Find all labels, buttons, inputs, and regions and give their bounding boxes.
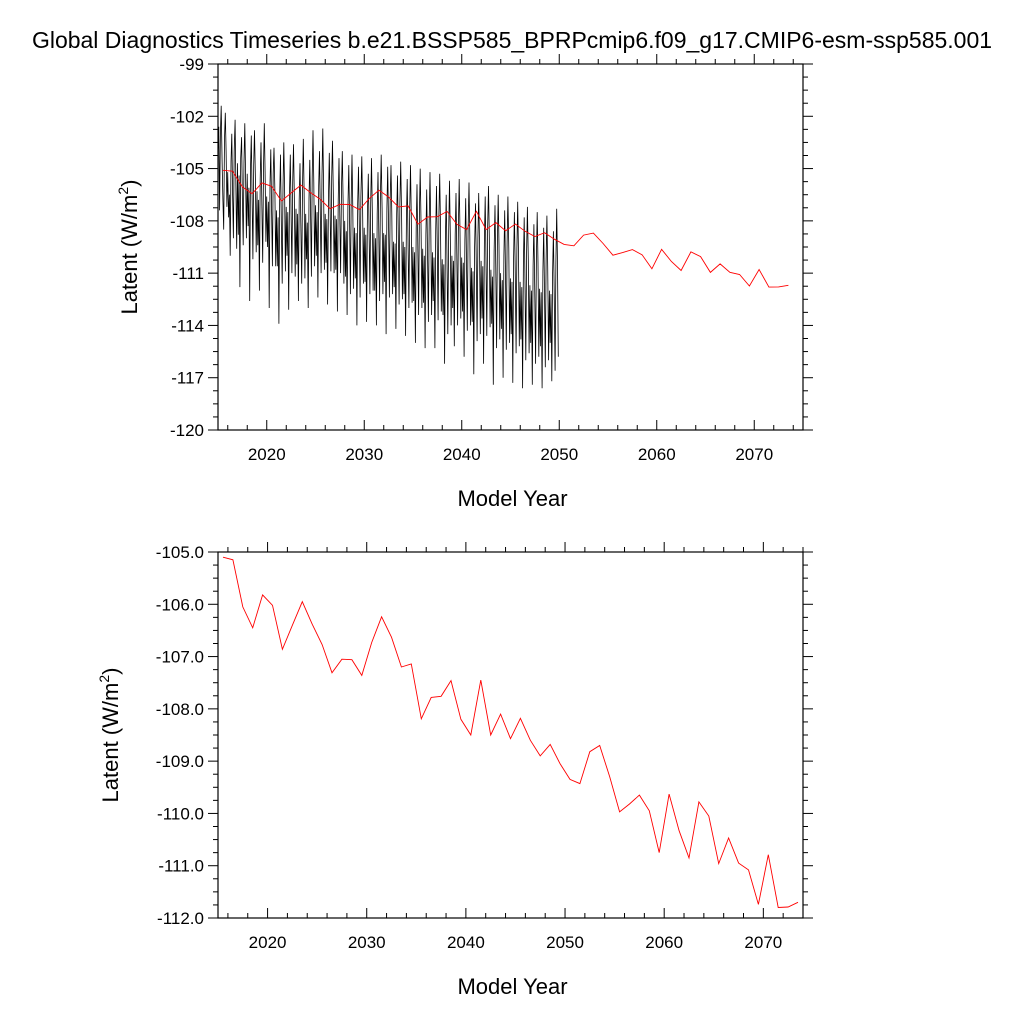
- x-tick-label: 2050: [540, 445, 578, 464]
- annual-mean-line: [222, 556, 799, 908]
- y-tick-label: -111: [172, 264, 204, 283]
- x-tick-label: 2040: [443, 445, 481, 464]
- y-axis-title: Latent (W/m2): [115, 180, 142, 315]
- x-tick-label: 2030: [348, 933, 386, 952]
- y-tick-label: -112.0: [157, 909, 204, 928]
- plot-1: 2020 2030 2040 2050 2060 2070 -99 -102 -105 -108 -…: [115, 54, 813, 511]
- plot-2: 2020 2030 2040 2050 2060 2070 -105.0 -106.0 -107…: [96, 542, 813, 999]
- plot-frame: [217, 551, 804, 919]
- y-tick-label: -102: [170, 107, 204, 126]
- y-tick-label: -105: [170, 160, 204, 179]
- x-axis-title: Model Year: [457, 974, 567, 999]
- y-tick-label: -110.0: [157, 804, 204, 823]
- y-tick-label: -109.0: [156, 752, 204, 771]
- y-tick-label: -117: [171, 369, 204, 388]
- y-tick-label: -107.0: [156, 648, 204, 667]
- y-tick-label: -111.0: [158, 857, 204, 876]
- y-axis-title: Latent (W/m2): [96, 668, 123, 803]
- x-tick-label: 2030: [345, 445, 383, 464]
- y-tick-label: -105.0: [156, 543, 204, 562]
- figure-title: Global Diagnostics Timeseries b.e21.BSSP…: [32, 27, 992, 53]
- x-tick-label: 2020: [248, 445, 286, 464]
- monthly-line: [217, 105, 559, 389]
- plots: 2020 2030 2040 2050 2060 2070 -99 -102 -105 -108 -…: [96, 54, 813, 999]
- y-tick-label: -114: [171, 316, 204, 335]
- x-tick-label: 2060: [645, 933, 683, 952]
- plot-frame: [217, 63, 804, 431]
- x-tick-label: 2050: [546, 933, 584, 952]
- x-tick-label: 2020: [249, 933, 287, 952]
- x-axis-title: Model Year: [457, 486, 567, 511]
- x-tick-label: 2070: [744, 933, 782, 952]
- x-tick-label: 2070: [735, 445, 773, 464]
- y-tick-label: -99: [179, 55, 204, 74]
- y-tick-label: -106.0: [156, 595, 204, 614]
- annual-mean-line: [222, 169, 789, 288]
- y-tick-label: -120: [170, 421, 204, 440]
- x-tick-label: 2060: [638, 445, 676, 464]
- y-tick-label: -108.0: [156, 700, 204, 719]
- y-tick-label: -108: [170, 212, 204, 231]
- x-tick-label: 2040: [447, 933, 485, 952]
